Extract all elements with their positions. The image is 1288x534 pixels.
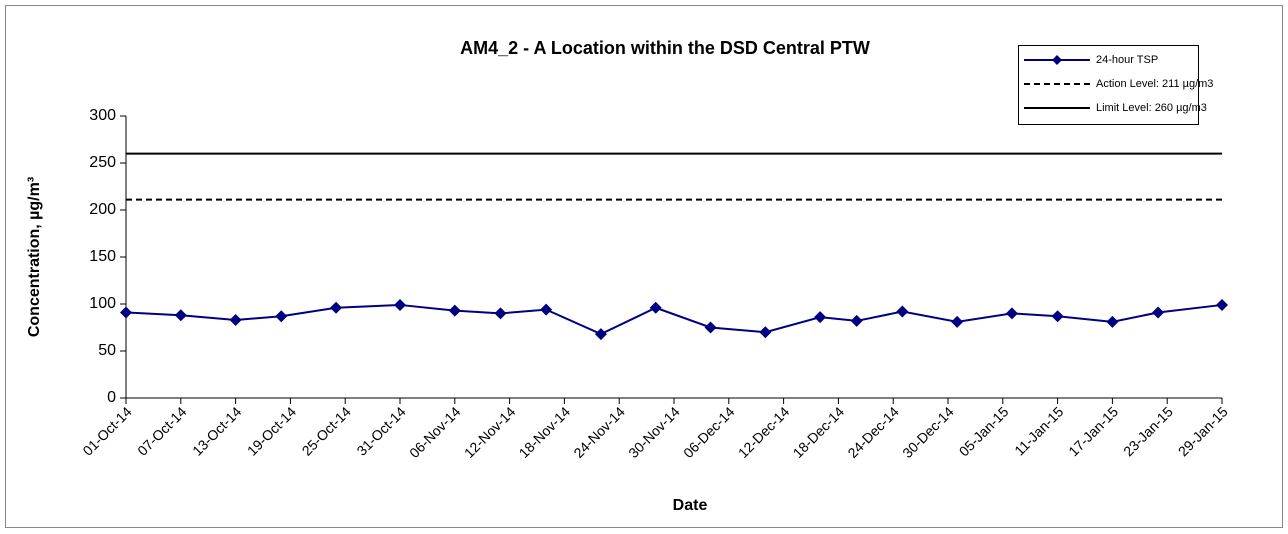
data-point — [1152, 306, 1165, 319]
data-point — [649, 301, 662, 314]
data-point — [448, 304, 461, 317]
y-tick-label: 250 — [89, 154, 116, 171]
data-point — [494, 307, 507, 320]
data-point — [1106, 315, 1119, 328]
data-point — [759, 326, 772, 339]
data-point — [896, 305, 909, 318]
y-axis-label: Concentration, µg/m³ — [26, 177, 43, 337]
x-axis-label: Date — [673, 497, 708, 514]
data-point — [814, 311, 827, 324]
data-point — [850, 314, 863, 327]
data-point — [229, 313, 242, 326]
legend-label: Action Level: 211 µg/m3 — [1096, 78, 1213, 90]
data-point — [120, 306, 132, 319]
data-point — [394, 298, 406, 311]
data-point — [275, 310, 288, 323]
y-tick-label: 50 — [98, 342, 116, 359]
data-point — [594, 328, 607, 341]
y-tick-label: 100 — [89, 295, 116, 312]
data-point — [704, 321, 717, 334]
y-tick-label: 300 — [89, 107, 116, 124]
data-point — [1216, 298, 1228, 311]
legend-label: Limit Level: 260 µg/m3 — [1096, 102, 1207, 114]
chart-title: AM4_2 - A Location within the DSD Centra… — [460, 38, 870, 58]
y-tick-label: 200 — [89, 201, 116, 218]
legend-label: 24-hour TSP — [1096, 54, 1158, 66]
y-tick-label: 0 — [107, 389, 116, 406]
legend-marker — [1052, 55, 1062, 65]
y-tick-label: 150 — [89, 248, 116, 265]
data-point — [1051, 310, 1064, 323]
series-line — [125, 303, 1223, 336]
data-point — [174, 309, 187, 322]
data-point — [1005, 307, 1018, 320]
data-point — [330, 301, 343, 314]
data-point — [540, 303, 553, 316]
data-point — [951, 315, 964, 328]
